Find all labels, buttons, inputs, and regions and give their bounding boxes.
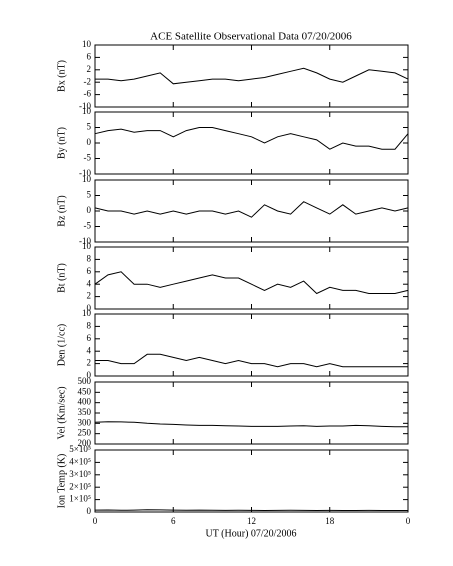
- x-axis-label: UT (Hour) 07/20/2006: [206, 528, 297, 539]
- y-tick-label: 250: [78, 428, 92, 438]
- y-tick-label: -5: [84, 153, 92, 163]
- y-tick-label: 0: [87, 370, 92, 380]
- y-tick-label: -10: [79, 236, 91, 246]
- data-line: [94, 201, 409, 218]
- x-tick-label: 0: [406, 516, 411, 526]
- data-line: [94, 421, 408, 428]
- y-tick-label: 8: [87, 253, 92, 263]
- y-tick-label: 8: [87, 320, 92, 330]
- y-tick-label: 0: [87, 205, 92, 215]
- y-tick-label: 10: [82, 174, 92, 184]
- y-tick-label: 6: [87, 51, 92, 61]
- data-line: [95, 67, 409, 85]
- x-tick-label: 0: [93, 516, 98, 526]
- y-tick-label: 1×10⁵: [69, 494, 91, 504]
- y-tick-label: 350: [78, 407, 92, 417]
- y-tick-label: 6: [87, 266, 92, 276]
- y-tick-label: -10: [79, 168, 91, 178]
- plot-frame: [94, 179, 409, 243]
- data-line: [94, 509, 408, 512]
- x-tick-label: 18: [325, 516, 335, 526]
- y-tick-label: 450: [78, 386, 92, 396]
- chart-title: ACE Satellite Observational Data 07/20/2…: [150, 31, 352, 43]
- y-tick-label: 2×10⁵: [69, 481, 91, 491]
- y-tick-label: 200: [78, 438, 92, 448]
- y-tick-label: 6: [87, 333, 92, 343]
- y-tick-label: 2: [87, 64, 92, 74]
- y-tick-label: 10: [82, 106, 92, 116]
- y-tick-label: -6: [84, 89, 92, 99]
- y-tick-label: 10: [82, 241, 92, 251]
- plot-frame: [94, 246, 409, 310]
- data-line: [94, 127, 409, 150]
- y-tick-label: 2: [87, 358, 92, 368]
- y-axis-label: By (nT): [56, 127, 67, 159]
- y-tick-label: 300: [78, 417, 92, 427]
- y-axis-label: Vel (Km/sec): [56, 386, 67, 439]
- y-tick-label: 5: [87, 122, 92, 132]
- y-axis-label: Bx (nT): [56, 60, 67, 92]
- y-tick-label: -5: [84, 221, 92, 231]
- y-tick-label: 5: [87, 190, 92, 200]
- plot-frame: [94, 111, 409, 175]
- y-tick-label: -2: [84, 76, 92, 86]
- data-line: [94, 271, 409, 295]
- y-tick-label: 500: [78, 376, 92, 386]
- y-tick-label: 4: [87, 345, 92, 355]
- y-tick-label: -10: [79, 101, 91, 111]
- plot-frame: [94, 381, 409, 445]
- x-tick-label: 12: [247, 516, 256, 526]
- y-tick-label: 10: [82, 39, 92, 49]
- y-tick-label: 10: [82, 308, 92, 318]
- data-line: [95, 353, 408, 368]
- y-tick-label: 0: [87, 303, 92, 313]
- y-tick-label: 4: [87, 278, 92, 288]
- y-axis-label: Den (1/cc): [56, 324, 67, 366]
- y-tick-label: 5×10⁵: [69, 444, 91, 454]
- y-tick-label: 0: [87, 137, 92, 147]
- y-tick-label: 0: [87, 506, 92, 516]
- y-axis-label: Bz (nT): [56, 195, 67, 226]
- y-tick-label: 400: [78, 397, 92, 407]
- plot-frame: [94, 44, 409, 108]
- plot-frame: [94, 449, 409, 513]
- y-tick-label: 4×10⁵: [69, 456, 91, 466]
- y-axis-label: Bt (nT): [56, 263, 67, 293]
- y-tick-label: 2: [87, 291, 92, 301]
- y-tick-label: 3×10⁵: [69, 469, 91, 479]
- y-axis-label: Ion Temp (K): [56, 454, 67, 509]
- x-tick-label: 6: [171, 516, 176, 526]
